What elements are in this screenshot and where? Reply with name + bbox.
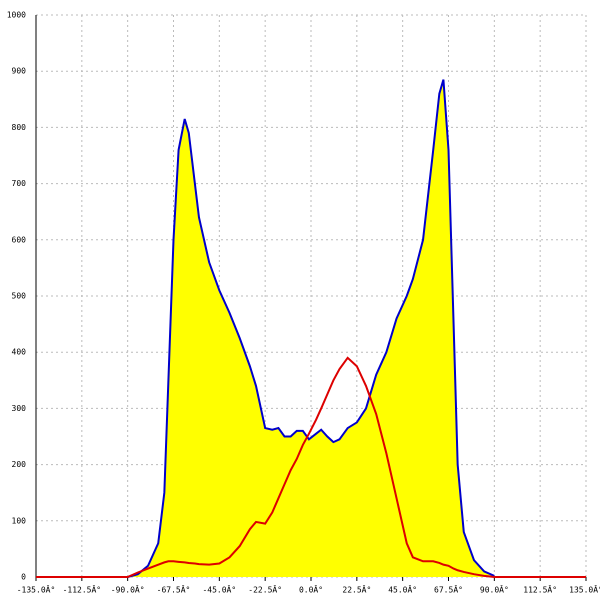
y-tick-label: 500	[12, 292, 27, 301]
line	[36, 356, 586, 578]
line	[127, 79, 495, 578]
x-tick-label: -135.0Â°	[17, 584, 56, 595]
x-tick-label: -112.5Â°	[63, 584, 102, 595]
x-tick-label: -22.5Â°	[248, 584, 282, 595]
x-tick-label: 90.0Â°	[480, 584, 509, 595]
area-fill	[127, 79, 495, 577]
y-tick-label: 900	[12, 67, 27, 76]
x-tick-label: 135.0Â°	[569, 584, 600, 595]
x-tick-label: 67.5Â°	[434, 584, 463, 595]
y-tick-label: 100	[12, 516, 27, 525]
x-tick-label: -90.0Â°	[111, 584, 145, 595]
y-tick-label: 1000	[7, 11, 26, 20]
y-tick-label: 400	[12, 348, 27, 357]
x-tick-label: 112.5Â°	[523, 584, 557, 595]
y-tick-label: 800	[12, 123, 27, 132]
y-tick-label: 600	[12, 235, 27, 244]
x-tick-label: 0.0Â°	[299, 584, 323, 595]
y-tick-label: 700	[12, 179, 27, 188]
y-tick-label: 200	[12, 460, 27, 469]
x-tick-label: -45.0Â°	[202, 584, 236, 595]
y-tick-label: 0	[21, 573, 26, 582]
x-tick-label: 22.5Â°	[342, 584, 371, 595]
y-tick-label: 300	[12, 404, 27, 413]
x-tick-label: -67.5Â°	[157, 584, 191, 595]
x-tick-label: 45.0Â°	[388, 584, 417, 595]
